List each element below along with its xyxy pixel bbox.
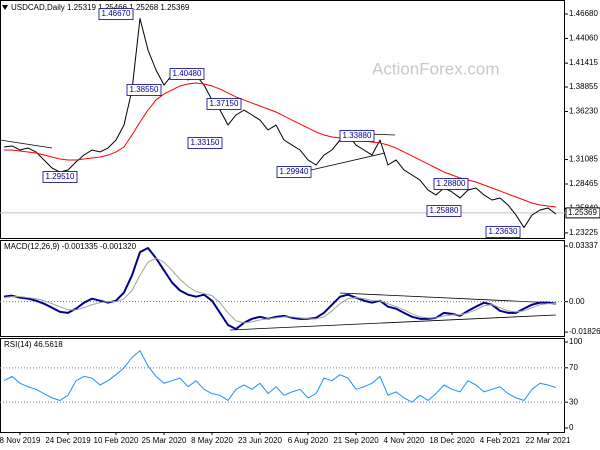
annotation-box (98, 8, 134, 20)
x-tick-label: 21 Sep 2020 (333, 436, 379, 445)
annotation-box (485, 226, 521, 238)
annotation-box (187, 137, 223, 149)
x-tick-label: 18 Dec 2020 (429, 436, 475, 445)
y-tick-label: 0 (569, 423, 574, 432)
x-tick-label: 6 Aug 2020 (288, 436, 329, 445)
y-tick-label: 0.00 (569, 297, 585, 306)
series-line (3, 17, 557, 229)
annotation-box (206, 98, 242, 110)
annotation-box (276, 166, 312, 178)
annotation: 1.46670 (102, 9, 131, 18)
y-tick-label: 1.23225 (569, 228, 598, 237)
x-tick-label: 4 Feb 2021 (480, 436, 521, 445)
y-tick-label: 30 (569, 397, 578, 406)
last-price-box (565, 207, 600, 219)
y-tick-label: 0.03337 (569, 241, 598, 250)
x-tick-label: 22 Mar 2021 (526, 436, 571, 445)
annotation-box (426, 205, 462, 217)
panel (0, 0, 565, 239)
annotation: 1.40480 (173, 69, 202, 78)
last-price-label: 1.25369 (568, 208, 597, 217)
y-tick-label: 1.46680 (569, 9, 598, 18)
y-tick-label: 1.38855 (569, 82, 598, 91)
x-tick-label: 8 Nov 2019 (0, 436, 41, 445)
annotation: 1.29510 (46, 172, 75, 181)
annotation: 1.33880 (343, 131, 372, 140)
annotation: 1.29940 (280, 167, 309, 176)
y-tick-label: 1.41415 (569, 58, 598, 67)
trend-line (310, 152, 386, 171)
x-tick-label: 25 Mar 2020 (142, 436, 187, 445)
x-tick-label: 10 Feb 2020 (94, 436, 139, 445)
panel-title: RSI(14) 46.5618 (4, 340, 63, 349)
y-tick-label: 70 (569, 363, 578, 372)
annotation-box (433, 178, 469, 190)
y-tick-label: 1.36230 (569, 107, 598, 116)
series-line (3, 350, 557, 403)
x-tick-label: 8 May 2020 (191, 436, 233, 445)
y-tick-label: 1.28465 (569, 179, 598, 188)
trend-line (229, 314, 557, 331)
panel-title: MACD(12,26,9) -0.001335 -0.001320 (4, 242, 137, 251)
y-tick-label: 100 (569, 337, 583, 346)
annotation-box (169, 68, 205, 80)
watermark: ActionForex.com (372, 59, 500, 78)
panel-title: USDCAD,Daily 1.25319 1.25466 1.25268 1.2… (11, 3, 190, 12)
x-tick-label: 23 Jun 2020 (238, 436, 283, 445)
x-tick-label: 4 Nov 2020 (384, 436, 425, 445)
x-tick-label: 24 Dec 2019 (45, 436, 91, 445)
annotation: 1.38550 (130, 85, 159, 94)
series-line (3, 257, 556, 324)
annotation: 1.23630 (489, 227, 518, 236)
annotation-box (339, 130, 375, 142)
panel (0, 338, 565, 433)
annotation: 1.25880 (430, 206, 459, 215)
annotation-box (42, 171, 78, 183)
annotation: 1.37150 (210, 99, 239, 108)
panel (0, 240, 565, 337)
menu-arrow (2, 5, 8, 10)
y-tick-label: -0.018262 (569, 327, 600, 336)
y-tick-label: 1.44060 (569, 34, 598, 43)
annotation: 1.28800 (437, 179, 466, 188)
y-tick-label: 1.31085 (569, 155, 598, 164)
annotation-box (126, 84, 162, 96)
annotation: 1.33150 (191, 138, 220, 147)
trend-line (0, 139, 53, 149)
